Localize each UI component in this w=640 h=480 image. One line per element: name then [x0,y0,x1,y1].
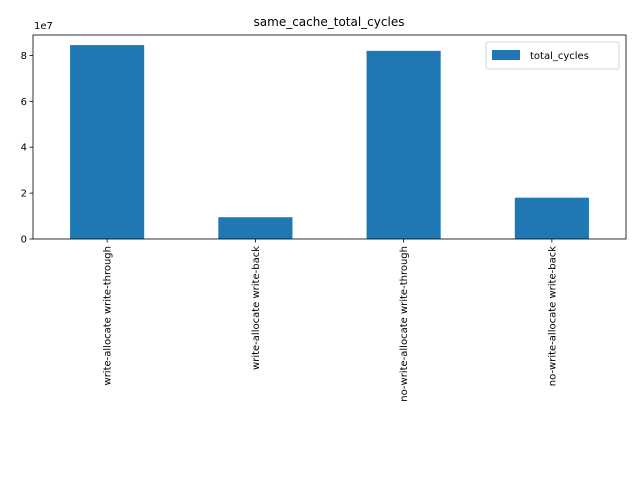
y-tick-label: 2 [21,189,27,200]
x-tick-label: no-write-allocate write-back [547,246,558,386]
x-tick-label: write-allocate write-through [103,246,114,385]
bars-group [70,45,589,239]
bar [70,45,145,239]
y-tick-label: 8 [21,51,27,62]
y-tick-label: 4 [21,143,27,154]
legend: total_cycles [485,41,620,70]
x-tick-label: write-allocate write-back [251,246,262,370]
x-axis: write-allocate write-through write-alloca… [103,239,558,402]
y-axis-offset-label: 1e7 [34,21,53,32]
legend-swatch [492,50,520,60]
x-tick-label: no-write-allocate write-through [399,246,410,402]
chart-title: same_cache_total_cycles [254,15,405,29]
legend-box [485,41,620,70]
legend-label: total_cycles [530,51,589,62]
y-tick-label: 0 [21,235,27,246]
y-axis: 0 2 4 6 8 [21,51,33,246]
bar [514,197,589,239]
bar [366,50,441,239]
bar [218,217,293,239]
y-tick-label: 6 [21,97,27,108]
plot-frame [32,34,627,240]
